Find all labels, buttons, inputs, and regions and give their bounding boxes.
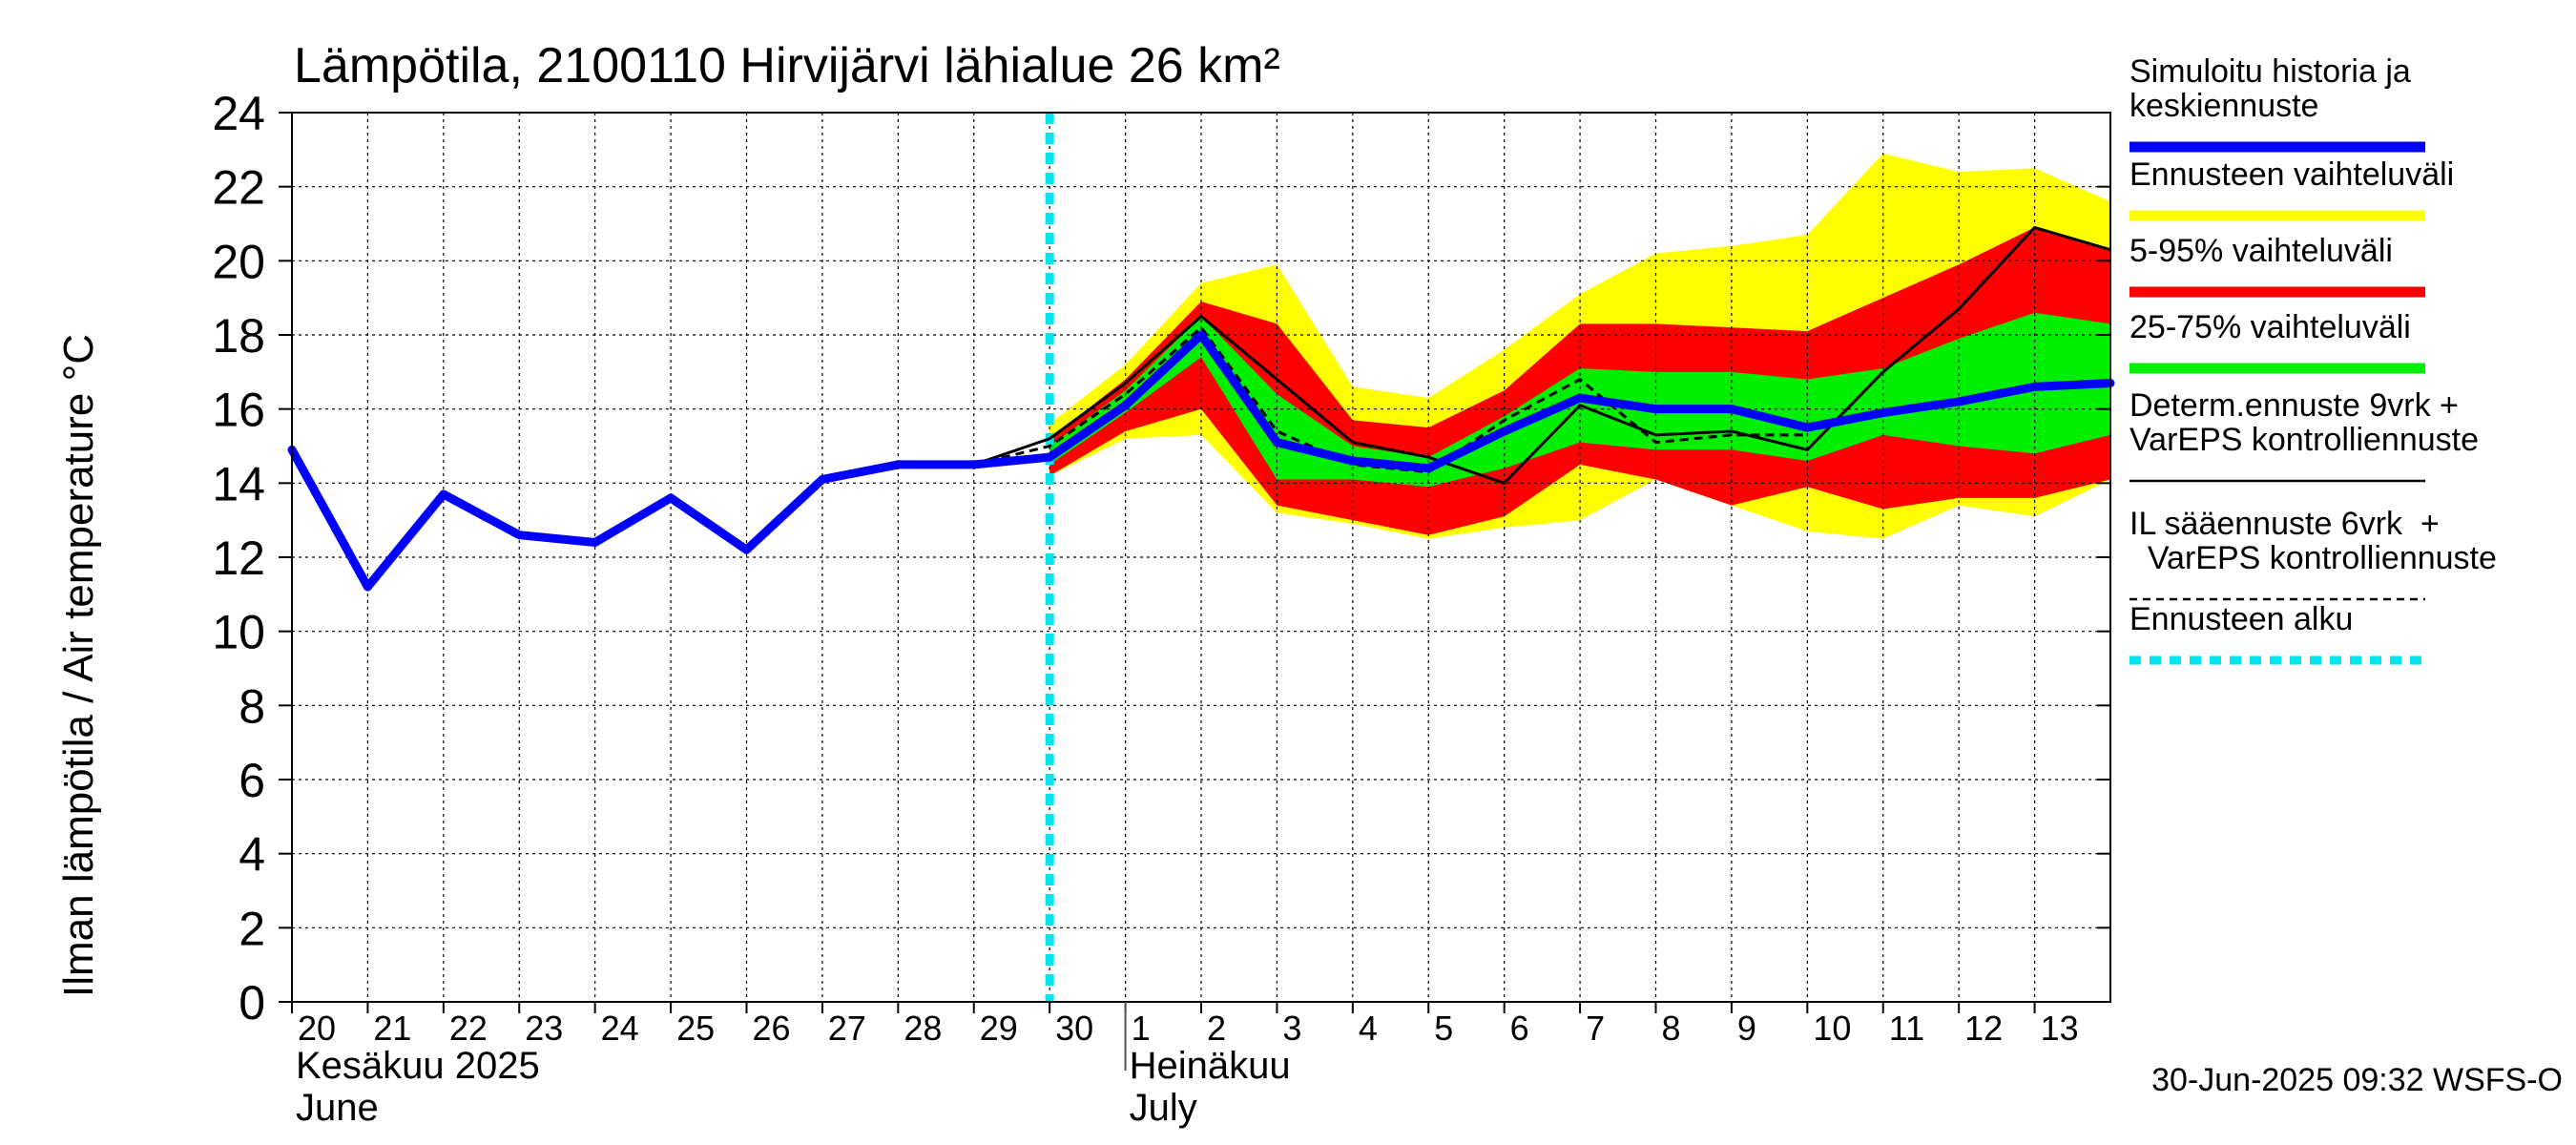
chart-title: Lämpötila, 2100110 Hirvijärvi lähialue 2… — [294, 38, 1280, 94]
legend-label: keskiennuste — [2129, 88, 2318, 124]
x-tick-label: 22 — [449, 1009, 488, 1048]
y-tick-label: 8 — [239, 679, 265, 733]
x-tick-label: 6 — [1510, 1009, 1529, 1048]
y-tick-label: 20 — [212, 235, 265, 288]
y-tick-label: 14 — [212, 457, 265, 510]
x-tick-label: 3 — [1282, 1009, 1301, 1048]
month-label-primary: Heinäkuu — [1130, 1045, 1291, 1087]
x-tick-label: 21 — [373, 1009, 411, 1048]
legend-label: IL sääennuste 6vrk + — [2129, 506, 2440, 542]
y-tick-label: 24 — [212, 87, 265, 140]
month-label-secondary: June — [296, 1087, 379, 1129]
legend-label: VarEPS kontrolliennuste — [2129, 540, 2497, 576]
legend-label: 5-95% vaihteluväli — [2129, 233, 2393, 269]
month-label-primary: Kesäkuu 2025 — [296, 1045, 540, 1087]
y-tick-label: 18 — [212, 309, 265, 363]
x-tick-label: 7 — [1586, 1009, 1605, 1048]
x-tick-label: 8 — [1662, 1009, 1681, 1048]
legend-label: Determ.ennuste 9vrk + — [2129, 387, 2459, 424]
y-tick-label: 6 — [239, 754, 265, 807]
series-lines — [287, 113, 2115, 1002]
y-tick-label: 22 — [212, 161, 265, 215]
legend-label: 25-75% vaihteluväli — [2129, 309, 2411, 345]
x-tick-label: 30 — [1055, 1009, 1093, 1048]
y-tick-label: 10 — [212, 606, 265, 659]
x-tick-label: 28 — [904, 1009, 942, 1048]
month-label-secondary: July — [1130, 1087, 1197, 1129]
x-tick-label: 24 — [601, 1009, 639, 1048]
x-tick-label: 2 — [1207, 1009, 1226, 1048]
y-tick-label: 2 — [239, 902, 265, 955]
x-tick-label: 29 — [980, 1009, 1018, 1048]
series-simulated-history — [287, 330, 2115, 592]
y-tick-label: 16 — [212, 384, 265, 437]
x-tick-label: 20 — [298, 1009, 336, 1048]
legend-label: Ennusteen vaihteluväli — [2129, 156, 2454, 193]
x-tick-label: 12 — [1964, 1009, 2003, 1048]
y-tick-label: 0 — [239, 976, 265, 1030]
legend-label: Ennusteen alku — [2129, 601, 2353, 637]
y-axis-label: Ilman lämpötila / Air temperature °C — [55, 334, 102, 997]
timestamp-footer: 30-Jun-2025 09:32 WSFS-O — [2151, 1062, 2563, 1098]
x-tick-label: 5 — [1434, 1009, 1453, 1048]
x-tick-label: 1 — [1132, 1009, 1151, 1048]
y-tick-label: 12 — [212, 531, 265, 585]
x-tick-label: 13 — [2041, 1009, 2079, 1048]
x-tick-label: 26 — [753, 1009, 791, 1048]
x-tick-label: 11 — [1889, 1009, 1924, 1048]
y-tick-label: 4 — [239, 828, 265, 882]
x-tick-label: 23 — [525, 1009, 563, 1048]
x-tick-label: 10 — [1813, 1009, 1851, 1048]
legend-label: VarEPS kontrolliennuste — [2129, 422, 2479, 458]
legend-label: Simuloitu historia ja — [2129, 53, 2411, 90]
x-tick-label: 9 — [1737, 1009, 1756, 1048]
series-determ-forecast — [973, 225, 2111, 485]
x-tick-label: 4 — [1359, 1009, 1378, 1048]
x-tick-label: 25 — [676, 1009, 715, 1048]
x-tick-label: 27 — [828, 1009, 866, 1048]
